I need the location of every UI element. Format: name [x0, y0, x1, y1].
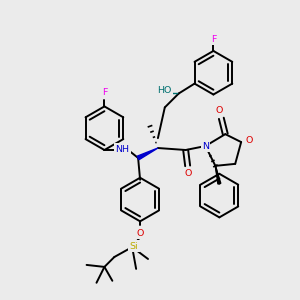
Polygon shape [215, 166, 221, 184]
Text: Si: Si [130, 242, 139, 250]
Text: O: O [136, 229, 144, 238]
Text: O: O [185, 169, 192, 178]
Text: F: F [211, 34, 216, 43]
Text: N: N [202, 142, 209, 151]
Text: O: O [216, 106, 223, 115]
Polygon shape [137, 148, 158, 160]
Text: HO: HO [158, 86, 172, 95]
Text: O: O [245, 136, 253, 145]
Text: F: F [102, 88, 107, 97]
Text: NH: NH [115, 145, 129, 154]
